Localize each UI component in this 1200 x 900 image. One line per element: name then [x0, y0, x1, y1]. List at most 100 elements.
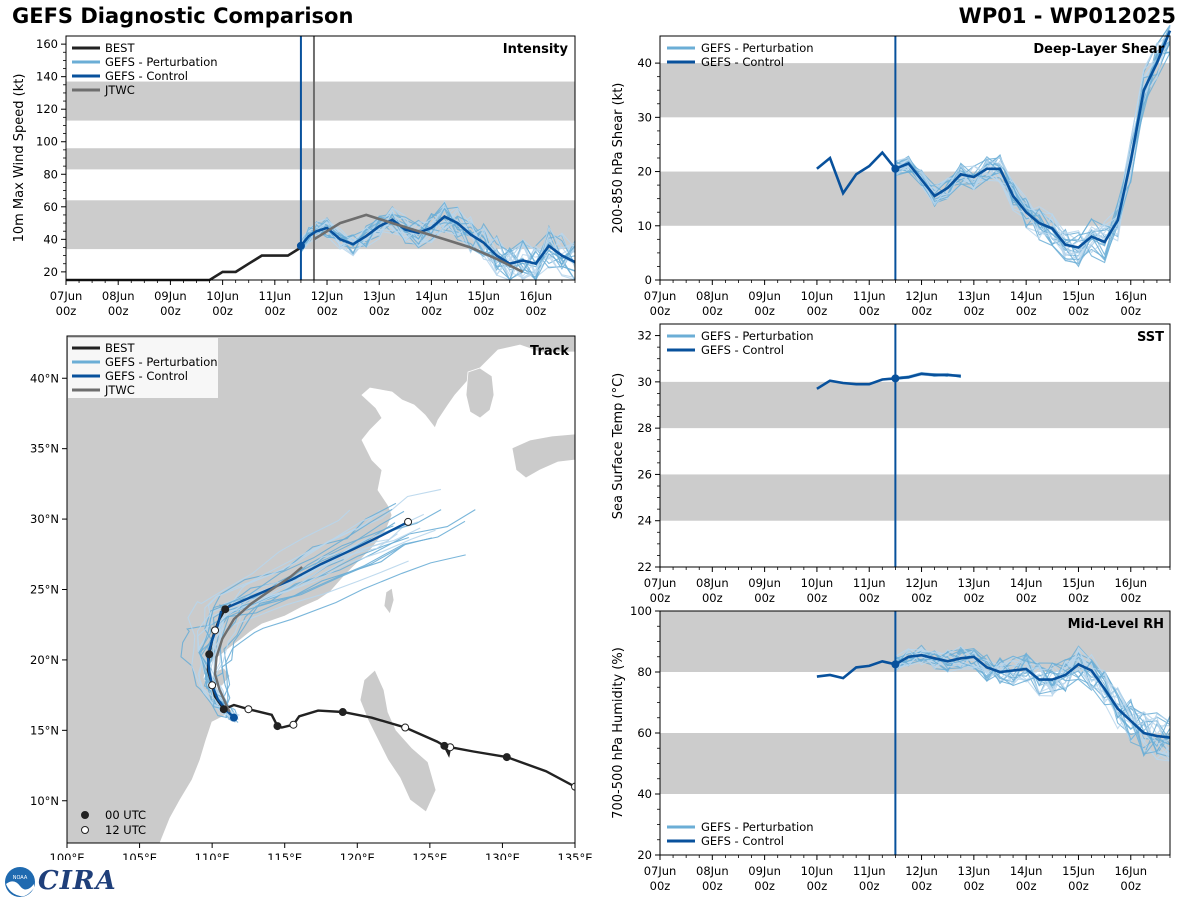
track-legend: BEST GEFS - Perturbation GEFS - Control … [68, 338, 218, 398]
track-axes: 100°E 105°E 110°E 115°E 120°E 125°E 130°E 135°E… [30, 371, 592, 860]
shear-frame [659, 35, 1171, 281]
rh-xtick-label: 08Jun [696, 864, 729, 878]
shear-xtick-sublabel: 00z [859, 304, 880, 318]
track-lat-label: 40°N [30, 371, 59, 385]
legend-label-jtwc: JTWC [104, 383, 135, 397]
rh-ytick-label: 100 [630, 604, 652, 618]
rh-perturbation-member [895, 656, 1171, 748]
intensity-control-line [299, 215, 576, 266]
intensity-ytick-label: 140 [36, 70, 58, 84]
shear-xtick-sublabel: 00z [1016, 304, 1037, 318]
track-title: Track [530, 344, 569, 359]
track-jtwc-line [213, 566, 303, 713]
track-land [67, 336, 575, 843]
intensity-xtick-label: 07Jun [50, 289, 83, 303]
shear-series [816, 30, 1172, 280]
track-best-marker [571, 782, 575, 791]
intensity-bands [66, 81, 575, 250]
legend-label-best: BEST [105, 341, 135, 355]
intensity-xtick-label: 10Jun [206, 289, 239, 303]
shear-xtick-sublabel: 00z [650, 304, 671, 318]
track-best-marker [221, 605, 230, 614]
track-perturbation-member [221, 520, 466, 717]
intensity-xtick-sublabel: 00z [369, 304, 390, 318]
intensity-jtwc-line [313, 213, 524, 274]
legend-label-control: GEFS - Control [701, 55, 784, 69]
rh-analysis-point [891, 660, 900, 669]
legend-label-perturbation: GEFS - Perturbation [105, 55, 218, 69]
sst-xtick-sublabel: 00z [911, 591, 932, 605]
track-panel: 100°E 105°E 110°E 115°E 120°E 125°E 130°E 135°E… [30, 335, 592, 860]
sst-xtick-sublabel: 00z [1068, 591, 1089, 605]
intensity-ytick-label: 120 [36, 102, 58, 116]
noaa-logo: NOAA [5, 867, 35, 897]
track-perturbation-member [198, 508, 393, 718]
sst-frame [659, 323, 1171, 568]
track-series [205, 517, 575, 791]
rh-xtick-label: 16Jun [1114, 864, 1147, 878]
intensity-perturbation-member [300, 202, 576, 277]
track-lat-label: 10°N [30, 794, 59, 808]
rh-perturbation-member [895, 651, 1171, 761]
rh-xtick-sublabel: 00z [964, 879, 985, 893]
rh-xtick-sublabel: 00z [1068, 879, 1089, 893]
rh-axes: 2040608010007Jun00z08Jun00z09Jun00z10Jun… [630, 604, 1171, 893]
shear-xtick-label: 08Jun [696, 289, 729, 303]
sst-xtick-label: 12Jun [905, 576, 938, 590]
shear-xtick-label: 12Jun [905, 289, 938, 303]
shear-axes: 01020304007Jun00z08Jun00z09Jun00z10Jun00… [637, 56, 1171, 318]
track-best-marker [440, 741, 449, 750]
rh-frame [659, 610, 1171, 856]
sst-xtick-sublabel: 00z [964, 591, 985, 605]
shear-xtick-sublabel: 00z [807, 304, 828, 318]
sst-xtick-sublabel: 00z [650, 591, 671, 605]
track-lon-label: 115°E [267, 851, 302, 860]
legend-label-best: BEST [105, 41, 135, 55]
sst-ytick-label: 24 [637, 514, 652, 528]
track-perturbation-member [212, 529, 436, 723]
sst-ylabel: Sea Surface Temp (°C) [611, 373, 626, 520]
legend-label-perturbation: GEFS - Perturbation [701, 820, 814, 834]
intensity-ytick-label: 160 [36, 37, 58, 51]
legend-label-12utc: 12 UTC [105, 823, 146, 837]
intensity-ytick-label: 100 [36, 135, 58, 149]
shear-perturbation-lines [894, 24, 1171, 268]
sst-xtick-sublabel: 00z [702, 591, 723, 605]
land-philippines [359, 669, 437, 813]
sst-panel: 22242628303207Jun00z08Jun00z09Jun00z10Ju… [611, 323, 1171, 605]
cira-logo: CIRA [38, 866, 117, 896]
rh-band-0 [660, 733, 1170, 794]
shear-xtick-label: 15Jun [1062, 289, 1095, 303]
track-best-marker [502, 753, 511, 762]
sst-xtick-label: 11Jun [853, 576, 886, 590]
rh-xtick-sublabel: 00z [1016, 879, 1037, 893]
intensity-legend: BEST GEFS - Perturbation GEFS - Control … [72, 41, 218, 97]
rh-bands [660, 611, 1170, 794]
rh-xtick-sublabel: 00z [650, 879, 671, 893]
intensity-panel: 2040608010012014016007Jun00z08Jun00z09Ju… [12, 35, 576, 318]
sst-xtick-label: 07Jun [644, 576, 677, 590]
rh-xtick-label: 12Jun [905, 864, 938, 878]
intensity-xtick-sublabel: 00z [212, 304, 233, 318]
intensity-band-2 [66, 81, 575, 121]
intensity-xtick-sublabel: 00z [473, 304, 494, 318]
rh-ylabel: 700-500 hPa Humidity (%) [611, 647, 626, 819]
shear-xtick-label: 16Jun [1114, 289, 1147, 303]
sst-bands [660, 381, 1170, 521]
land-korea [465, 367, 495, 419]
intensity-xtick-label: 13Jun [363, 289, 396, 303]
sst-ytick-label: 32 [637, 329, 652, 343]
sst-xtick-sublabel: 00z [1016, 591, 1037, 605]
track-best-marker [205, 650, 214, 659]
rh-xtick-sublabel: 00z [911, 879, 932, 893]
rh-series [816, 611, 1171, 855]
intensity-ylabel: 10m Max Wind Speed (kt) [12, 74, 27, 243]
track-lat-label: 30°N [30, 512, 59, 526]
shear-ylabel: 200-850 hPa Shear (kt) [611, 83, 626, 234]
sst-xtick-label: 09Jun [748, 576, 781, 590]
rh-xtick-sublabel: 00z [807, 879, 828, 893]
intensity-band-1 [66, 148, 575, 170]
sst-ytick-label: 28 [637, 421, 652, 435]
intensity-xtick-label: 12Jun [311, 289, 344, 303]
rh-ytick-label: 60 [637, 726, 652, 740]
